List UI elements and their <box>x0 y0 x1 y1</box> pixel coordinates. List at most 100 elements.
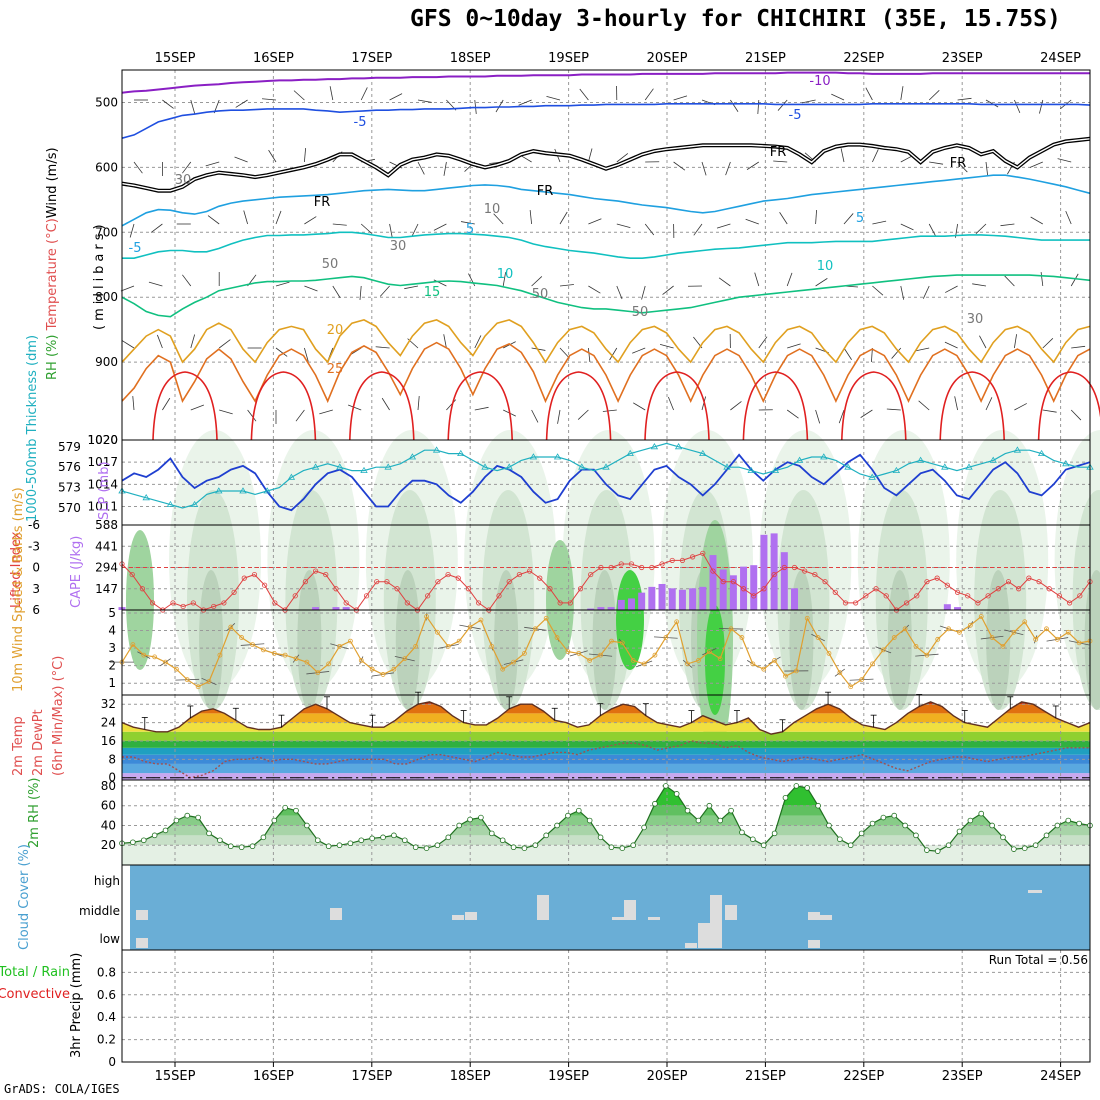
date-label-top: 24SEP <box>1040 51 1081 66</box>
li-marker <box>404 600 410 606</box>
cape-tick: 441 <box>95 539 118 553</box>
wind-marker <box>532 626 538 632</box>
rh-marker <box>586 817 593 824</box>
wind-marker <box>250 642 255 647</box>
wind-marker <box>891 635 897 640</box>
wind-barb <box>954 396 958 411</box>
wind-barb <box>673 95 688 101</box>
cloud-low-bar <box>698 923 710 948</box>
rh-bands <box>122 785 1090 846</box>
cape-bar <box>750 565 758 610</box>
wind-barb <box>801 99 816 104</box>
temp-ylabel: 2m Temp <box>11 716 26 776</box>
temp-contour-red <box>349 371 415 441</box>
rh-marker <box>630 842 636 849</box>
wind-barb <box>332 223 347 226</box>
rh-ylabel: 2m RH (%) <box>27 777 42 848</box>
precip-tick: 0.8 <box>97 965 116 979</box>
date-label-top: 17SEP <box>351 51 392 66</box>
wind-barb <box>815 210 817 225</box>
temp-contour-green <box>121 274 1091 318</box>
wind-barb <box>443 334 447 349</box>
thickness-marker <box>602 463 610 470</box>
wind-barb <box>493 213 504 225</box>
rh-marker <box>706 802 713 809</box>
li-marker <box>730 579 736 585</box>
wind-barb <box>872 220 887 225</box>
thickness-marker <box>916 456 925 463</box>
wind-barb <box>1057 158 1072 163</box>
rh-shade <box>297 570 322 710</box>
thickness-marker <box>311 463 320 470</box>
wind-tick: 4 <box>108 624 116 638</box>
li-marker <box>384 579 390 585</box>
rh-marker <box>597 834 604 841</box>
thickness-marker <box>215 487 223 494</box>
rh-marker <box>815 802 821 809</box>
li-marker <box>812 571 818 578</box>
rh-shade <box>494 570 519 710</box>
wind-marker <box>913 643 919 649</box>
li-marker <box>608 564 614 571</box>
wind-ylabel-group: 10m Wind Speed & Barbs (m/s) <box>11 487 26 692</box>
rh-marker <box>978 810 985 817</box>
li-marker <box>710 568 716 574</box>
temp-band <box>122 763 1090 774</box>
wind-marker <box>511 659 516 665</box>
rh-marker <box>684 807 691 814</box>
temp-contour-teal <box>122 231 1090 260</box>
wind-barb <box>588 347 591 362</box>
wind-barb <box>207 215 220 225</box>
thickness-marker <box>771 466 780 473</box>
wind-barb <box>718 277 731 287</box>
wind-barb <box>659 343 674 349</box>
li-marker <box>954 589 961 595</box>
wind-barb <box>417 99 432 103</box>
li-marker <box>333 586 339 592</box>
wind-tick: 5 <box>108 606 116 620</box>
cape-tick: 147 <box>95 582 118 596</box>
cloud-bg <box>130 865 1090 950</box>
wind-marker <box>228 624 234 630</box>
li-marker <box>649 564 655 571</box>
rh-marker <box>608 844 615 851</box>
wind-marker <box>293 656 299 662</box>
rh-marker <box>521 845 528 851</box>
wind-barb <box>1014 403 1027 411</box>
thickness-marker <box>1037 449 1046 456</box>
cape-bar <box>699 586 707 610</box>
wind-barb <box>234 156 248 163</box>
wind-barb <box>871 347 873 362</box>
rh-marker <box>1011 846 1017 852</box>
wind-barb <box>133 161 143 174</box>
wind-marker <box>348 638 353 644</box>
rh-marker <box>989 822 995 829</box>
wind-barb <box>944 341 958 349</box>
li-marker <box>272 600 278 606</box>
wind-barb <box>1004 275 1015 287</box>
wind-marker <box>957 629 962 635</box>
rh-marker <box>924 847 930 853</box>
cape-bar <box>689 588 697 610</box>
wind-barb <box>559 347 570 359</box>
wind-marker <box>152 654 158 660</box>
wind-marker <box>826 650 832 656</box>
li-marker <box>822 579 828 585</box>
wind-marker <box>663 635 669 640</box>
pressure-tick: 1020 <box>87 433 118 447</box>
wind-marker <box>587 658 593 663</box>
wind-marker <box>652 652 658 658</box>
li-tick: 3 <box>32 582 40 596</box>
wind-marker <box>609 638 614 644</box>
rh-shade <box>199 570 223 710</box>
li-marker <box>1046 586 1052 592</box>
thickness-marker <box>384 463 392 470</box>
wind-barb <box>588 285 601 294</box>
wind-barb <box>928 223 937 237</box>
temp-contour-red <box>644 371 710 441</box>
slp-line <box>121 453 1091 512</box>
rh-marker <box>162 827 169 834</box>
wind-marker <box>706 649 712 655</box>
wind-barb <box>304 216 317 225</box>
rh-marker <box>619 845 626 851</box>
